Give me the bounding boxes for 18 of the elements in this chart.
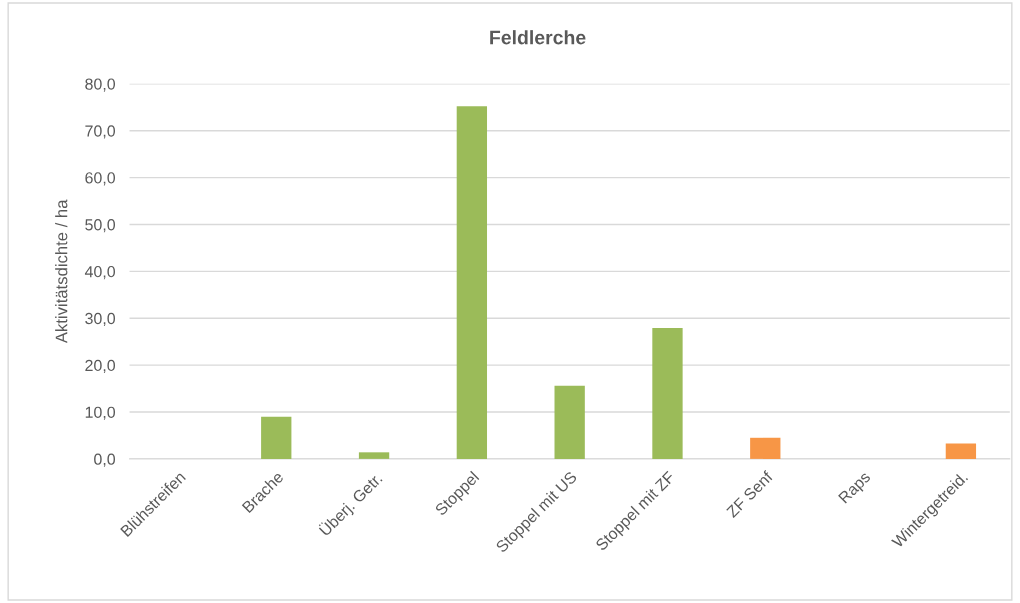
bar: [358, 452, 390, 459]
y-tick-label: 30,0: [85, 312, 116, 327]
y-tick-label: 0,0: [94, 453, 116, 467]
y-tick-label: 80,0: [85, 78, 116, 92]
y-tick-label: 70,0: [85, 125, 116, 139]
bar: [456, 106, 488, 459]
y-tick-label: 40,0: [84, 265, 116, 280]
bar: [652, 328, 683, 459]
bar: [261, 416, 292, 459]
chart-title: Feldlerche: [490, 30, 586, 45]
bar: [554, 385, 585, 459]
y-tick-label: 50,0: [85, 219, 116, 233]
y-tick-label: 60,0: [85, 172, 116, 186]
y-tick-label: 20,0: [85, 359, 116, 373]
y-axis-title: Aktivitätsdichte / ha: [55, 199, 68, 344]
bar: [945, 443, 977, 459]
y-tick-label: 10,0: [85, 406, 116, 420]
bar: [750, 437, 781, 459]
